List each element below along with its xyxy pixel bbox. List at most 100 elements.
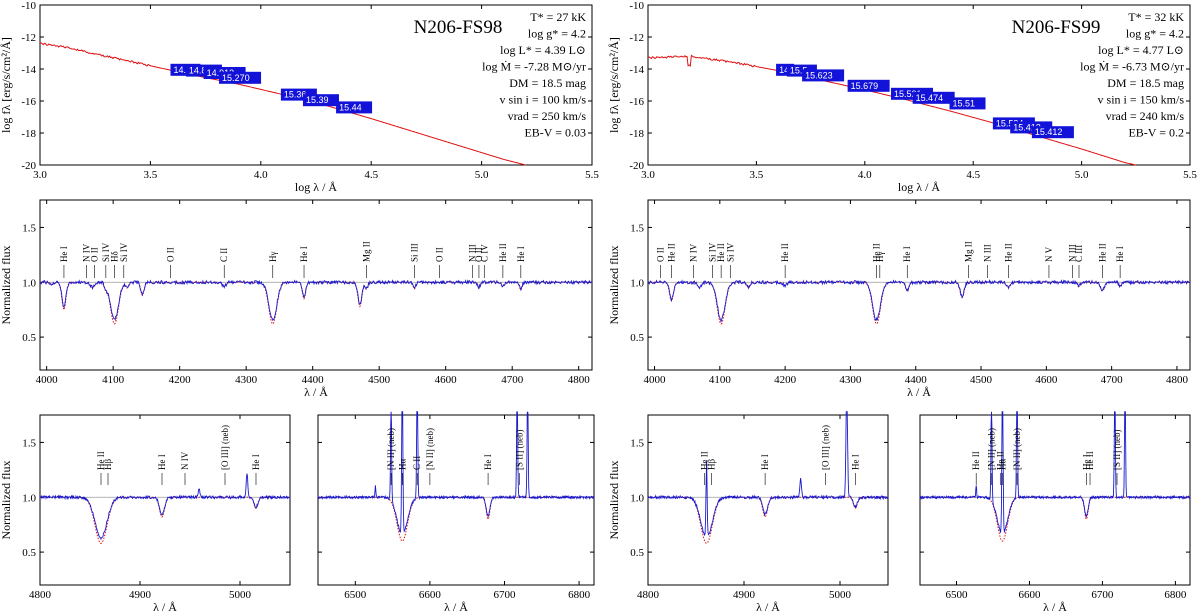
- x-tick-label: 4800: [568, 374, 591, 386]
- photometry-label: 15.584: [996, 118, 1024, 128]
- photometry-label: 15.474: [916, 93, 944, 103]
- x-tick-label: 3.5: [750, 169, 764, 181]
- line-label: C II: [412, 456, 422, 470]
- line-label: Hβ: [706, 459, 716, 470]
- y-axis-label: Normalized flux: [0, 246, 13, 325]
- photometry-label: 15.44: [339, 102, 362, 112]
- photometry-point: 15.270: [219, 71, 262, 84]
- line-label: Si III: [409, 243, 419, 262]
- x-tick-label: 3.0: [641, 169, 655, 181]
- x-tick-label: 6700: [493, 589, 516, 601]
- line-label: [N II] (neb): [1012, 428, 1022, 470]
- y-tick-label: -12: [629, 32, 644, 44]
- parameter-text: log Ṁ = -7.28 M⊙/yr: [482, 60, 586, 74]
- parameter-text: log L* = 4.39 L⊙: [500, 43, 586, 57]
- photometry-label: 15.412: [1035, 127, 1063, 137]
- observed-spectrum: [647, 411, 889, 537]
- y-axis-label: Normalized flux: [607, 461, 621, 540]
- x-axis-label: λ / Å: [756, 600, 780, 614]
- parameter-text: EB-V = 0.2: [1128, 126, 1184, 140]
- star-title: N206-FS98: [414, 17, 503, 38]
- line-label: He II: [1097, 243, 1107, 262]
- photometry-point: 15.412: [1031, 126, 1074, 139]
- x-tick-label: 4400: [302, 374, 325, 386]
- x-tick-label: 4800: [1166, 374, 1189, 386]
- y-tick-label: 0.5: [630, 332, 644, 344]
- photometry-point: 15.412: [1010, 121, 1053, 134]
- line-label: He I: [902, 246, 912, 262]
- line-label: He I: [760, 454, 770, 470]
- star-title: N206-FS99: [1012, 17, 1101, 38]
- line-label: He II: [1003, 243, 1013, 262]
- x-tick-label: 4100: [102, 374, 125, 386]
- photometry-point: 15.679: [847, 79, 890, 92]
- y-axis-label: log fλ [erg/s/cm²/Å]: [607, 37, 621, 133]
- line-label: Si IV: [101, 242, 111, 262]
- photometry-box: [1010, 121, 1053, 134]
- parameter-text: T* = 32 kK: [1128, 10, 1184, 24]
- line-label: Hγ: [268, 252, 278, 262]
- parameter-text: DM = 18.5 mag: [1107, 76, 1184, 90]
- x-tick-label: 4900: [129, 589, 152, 601]
- y-tick-label: 0.5: [22, 332, 36, 344]
- photometry-label: 14.86: [189, 66, 212, 76]
- y-axis-label: Normalized flux: [607, 246, 621, 325]
- sed-panel: 3.0 3.5 4.0 4.5 5.0 5.5 -10 -12 -14 -16 -18 -20 log …: [0, 0, 599, 194]
- line-label: He II: [498, 243, 508, 262]
- line-label: [N II] (neb): [987, 428, 997, 470]
- y-tick-label: 1.0: [22, 277, 36, 289]
- line-label: O II: [655, 247, 665, 262]
- plot-frame: [317, 414, 595, 586]
- x-tick-label: 5.0: [1075, 169, 1089, 181]
- x-tick-label: 5.5: [585, 169, 599, 181]
- photometry-label: 15.270: [222, 73, 250, 83]
- x-tick-label: 4.5: [364, 169, 378, 181]
- photometry-box: [302, 94, 339, 107]
- y-tick-label: -10: [21, 0, 36, 12]
- photometry-box: [949, 97, 986, 110]
- axes: 6500 6600 6700 6800 λ / Å: [919, 414, 1191, 614]
- line-label: C II: [219, 248, 229, 262]
- x-tick-label: 6600: [1018, 589, 1041, 601]
- x-tick-label: 5.0: [475, 169, 489, 181]
- y-tick-label: 0.5: [22, 547, 36, 559]
- photometry-label: 15.521: [894, 89, 922, 99]
- sed-model-curve: [647, 54, 1136, 166]
- y-tick-label: 1.5: [22, 437, 36, 449]
- line-label: Mg II: [362, 241, 372, 262]
- x-tick-label: 4600: [1035, 374, 1058, 386]
- x-tick-label: 6600: [419, 589, 442, 601]
- line-label: N IV: [180, 451, 190, 470]
- line-label: N III: [467, 244, 477, 262]
- sed-panel: 3.0 3.5 4.0 4.5 5.0 5.5 -10 -12 -14 -16 -18 -20 log …: [607, 0, 1197, 194]
- y-tick-label: -16: [629, 96, 644, 108]
- x-tick-label: 4200: [169, 374, 192, 386]
- photometry-point: 15.39: [302, 94, 339, 107]
- y-axis-label: log fλ [erg/s/cm²/Å]: [0, 37, 13, 133]
- line-label: He I: [299, 246, 309, 262]
- y-tick-label: 1.0: [630, 492, 644, 504]
- plot-frame: [647, 414, 889, 586]
- photometry-point: 15.51: [949, 97, 986, 110]
- photometry-label: 15.36: [284, 90, 307, 100]
- line-label: He I: [59, 246, 69, 262]
- x-tick-label: 4.0: [858, 169, 872, 181]
- line-label: He II: [667, 243, 677, 262]
- line-label: He I: [483, 454, 493, 470]
- plot-frame: [39, 199, 593, 371]
- parameter-text: log g* = 4.2: [528, 27, 586, 41]
- x-tick-label: 5000: [829, 589, 852, 601]
- x-tick-label: 3.0: [33, 169, 47, 181]
- photometry-label: 15.679: [851, 81, 879, 91]
- line-label: Hγ: [875, 252, 885, 262]
- model-spectrum: [920, 496, 1190, 542]
- y-tick-label: -16: [21, 96, 36, 108]
- x-tick-label: 3.5: [144, 169, 158, 181]
- line-label: He I: [157, 454, 167, 470]
- line-label: He I: [516, 246, 526, 262]
- axes: 6500 6600 6700 6800 λ / Å: [317, 414, 595, 614]
